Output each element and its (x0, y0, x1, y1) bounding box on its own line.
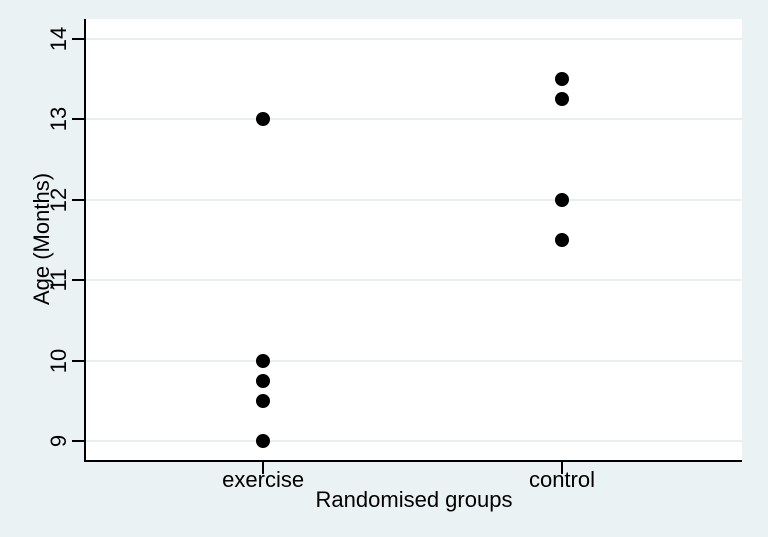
gridline-13 (86, 118, 742, 121)
y-tick-label-13: 13 (46, 107, 71, 132)
gridline-9 (86, 439, 742, 442)
data-point-exercise (256, 112, 271, 127)
x-axis-title: Randomised groups (315, 487, 513, 512)
x-category-label-exercise: exercise (222, 467, 305, 492)
data-point-exercise (256, 433, 271, 448)
y-tick-label-11: 11 (46, 268, 71, 292)
data-point-exercise (256, 373, 271, 388)
plot-area (86, 19, 742, 461)
x-tick-control (560, 462, 563, 474)
data-point-exercise (256, 353, 271, 368)
x-category-label-control: control (528, 467, 596, 492)
y-tick-label-10: 10 (46, 348, 71, 373)
y-tick-label-12: 12 (46, 187, 71, 213)
y-tick-10 (72, 359, 85, 362)
data-point-control (554, 192, 569, 207)
gridline-12 (86, 198, 742, 201)
y-tick-label-14: 14 (46, 26, 71, 52)
x-tick-exercise (262, 462, 265, 474)
y-axis-line (84, 19, 86, 462)
data-point-exercise (256, 393, 271, 408)
data-point-control (554, 233, 569, 247)
y-tick-9 (72, 439, 85, 442)
gridline-10 (86, 359, 742, 362)
data-point-control (554, 72, 569, 87)
y-tick-12 (72, 198, 85, 201)
x-axis-line (84, 460, 742, 462)
y-tick-11 (72, 279, 85, 282)
gridline-14 (86, 38, 742, 41)
y-tick-14 (72, 38, 85, 41)
gridline-11 (86, 279, 742, 282)
y-tick-13 (72, 118, 85, 121)
y-tick-label-9: 9 (46, 434, 71, 448)
data-point-control (554, 92, 569, 107)
